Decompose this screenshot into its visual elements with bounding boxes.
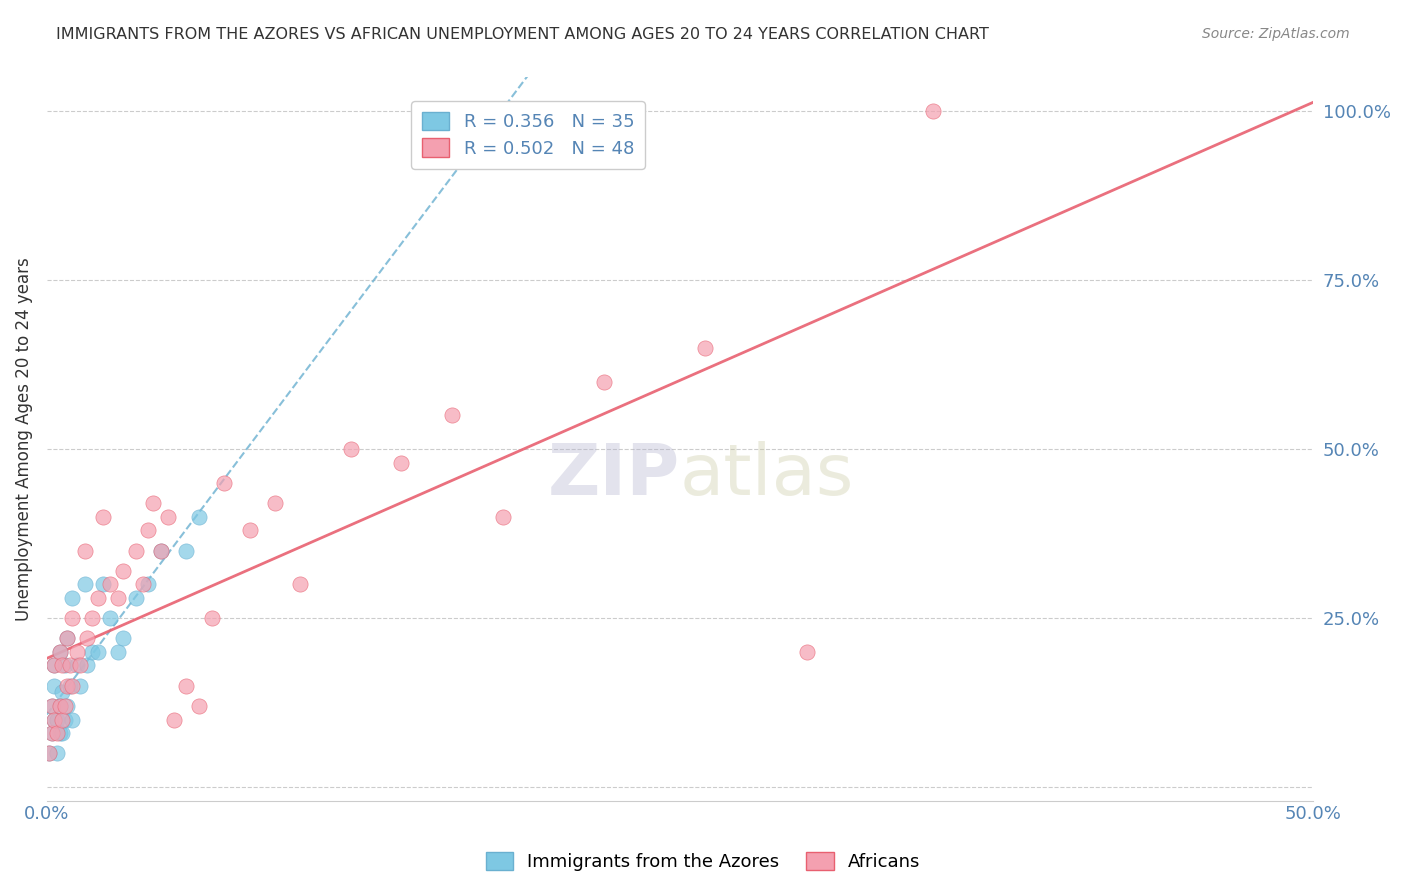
pink bbox=[107, 591, 129, 605]
pink bbox=[46, 726, 69, 740]
pink bbox=[76, 632, 98, 646]
pink bbox=[41, 698, 63, 713]
blue bbox=[91, 577, 114, 591]
blue bbox=[82, 645, 104, 659]
pink bbox=[111, 564, 134, 578]
pink bbox=[340, 442, 363, 457]
pink bbox=[51, 658, 73, 673]
blue bbox=[187, 509, 209, 524]
pink bbox=[44, 658, 66, 673]
pink bbox=[48, 645, 70, 659]
blue bbox=[98, 611, 121, 625]
pink bbox=[98, 577, 121, 591]
Text: ZIP: ZIP bbox=[548, 441, 681, 509]
pink bbox=[157, 509, 180, 524]
Text: atlas: atlas bbox=[681, 441, 855, 509]
blue bbox=[59, 679, 82, 693]
pink bbox=[60, 679, 83, 693]
blue bbox=[48, 698, 70, 713]
blue bbox=[60, 713, 83, 727]
blue bbox=[53, 713, 76, 727]
blue bbox=[41, 698, 63, 713]
pink bbox=[124, 543, 146, 558]
Text: Source: ZipAtlas.com: Source: ZipAtlas.com bbox=[1202, 27, 1350, 41]
blue bbox=[56, 698, 79, 713]
pink bbox=[44, 713, 66, 727]
pink bbox=[149, 543, 172, 558]
blue bbox=[44, 658, 66, 673]
blue bbox=[69, 679, 91, 693]
pink bbox=[59, 658, 82, 673]
blue bbox=[41, 726, 63, 740]
pink bbox=[142, 496, 165, 510]
pink bbox=[391, 456, 413, 470]
pink bbox=[796, 645, 818, 659]
pink bbox=[200, 611, 222, 625]
blue bbox=[60, 591, 83, 605]
pink bbox=[82, 611, 104, 625]
pink bbox=[187, 698, 209, 713]
blue bbox=[53, 658, 76, 673]
blue bbox=[51, 685, 73, 699]
blue bbox=[136, 577, 159, 591]
blue bbox=[46, 747, 69, 761]
blue bbox=[111, 632, 134, 646]
pink bbox=[86, 591, 108, 605]
blue bbox=[149, 543, 172, 558]
Legend: Immigrants from the Azores, Africans: Immigrants from the Azores, Africans bbox=[478, 845, 928, 879]
pink bbox=[212, 475, 235, 490]
pink bbox=[48, 698, 70, 713]
pink bbox=[441, 409, 464, 423]
pink bbox=[51, 713, 73, 727]
blue bbox=[56, 632, 79, 646]
pink bbox=[174, 679, 197, 693]
blue bbox=[124, 591, 146, 605]
blue bbox=[51, 726, 73, 740]
pink bbox=[238, 523, 260, 537]
pink bbox=[69, 658, 91, 673]
pink bbox=[91, 509, 114, 524]
blue bbox=[86, 645, 108, 659]
blue bbox=[76, 658, 98, 673]
pink bbox=[162, 713, 184, 727]
pink bbox=[136, 523, 159, 537]
pink bbox=[60, 611, 83, 625]
blue bbox=[66, 658, 89, 673]
Text: IMMIGRANTS FROM THE AZORES VS AFRICAN UNEMPLOYMENT AMONG AGES 20 TO 24 YEARS COR: IMMIGRANTS FROM THE AZORES VS AFRICAN UN… bbox=[56, 27, 988, 42]
pink bbox=[922, 104, 945, 119]
pink bbox=[41, 726, 63, 740]
pink bbox=[53, 698, 76, 713]
pink bbox=[263, 496, 285, 510]
blue bbox=[46, 713, 69, 727]
blue bbox=[174, 543, 197, 558]
pink bbox=[66, 645, 89, 659]
pink bbox=[56, 679, 79, 693]
blue bbox=[48, 645, 70, 659]
pink bbox=[73, 543, 96, 558]
blue bbox=[38, 747, 60, 761]
pink bbox=[593, 375, 616, 389]
blue bbox=[44, 679, 66, 693]
pink bbox=[492, 509, 515, 524]
pink bbox=[288, 577, 311, 591]
pink bbox=[56, 632, 79, 646]
pink bbox=[695, 341, 717, 355]
pink bbox=[132, 577, 155, 591]
blue bbox=[48, 726, 70, 740]
blue bbox=[73, 577, 96, 591]
blue bbox=[44, 713, 66, 727]
Y-axis label: Unemployment Among Ages 20 to 24 years: Unemployment Among Ages 20 to 24 years bbox=[15, 257, 32, 621]
blue bbox=[107, 645, 129, 659]
pink bbox=[38, 747, 60, 761]
Legend: R = 0.356   N = 35, R = 0.502   N = 48: R = 0.356 N = 35, R = 0.502 N = 48 bbox=[411, 101, 645, 169]
